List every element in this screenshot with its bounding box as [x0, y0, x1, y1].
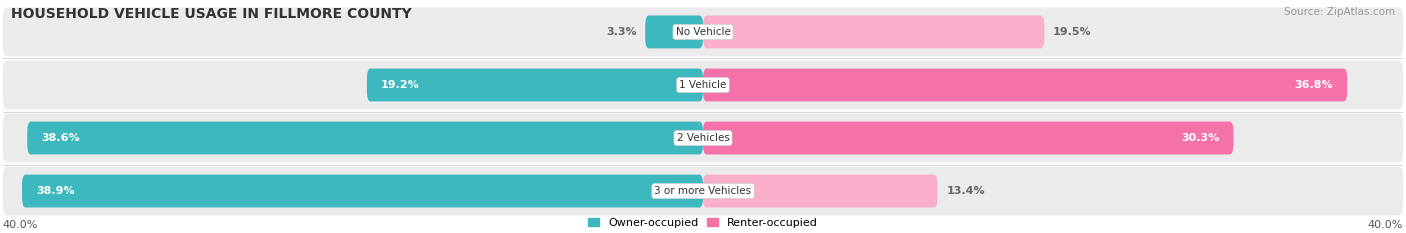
FancyBboxPatch shape	[367, 69, 703, 101]
FancyBboxPatch shape	[3, 61, 1403, 109]
FancyBboxPatch shape	[27, 122, 703, 154]
Text: HOUSEHOLD VEHICLE USAGE IN FILLMORE COUNTY: HOUSEHOLD VEHICLE USAGE IN FILLMORE COUN…	[11, 7, 412, 21]
Text: 3 or more Vehicles: 3 or more Vehicles	[654, 186, 752, 196]
Text: Source: ZipAtlas.com: Source: ZipAtlas.com	[1284, 7, 1395, 17]
Text: 1 Vehicle: 1 Vehicle	[679, 80, 727, 90]
Text: 30.3%: 30.3%	[1181, 133, 1219, 143]
FancyBboxPatch shape	[703, 16, 1045, 48]
FancyBboxPatch shape	[3, 7, 1403, 56]
Text: 38.9%: 38.9%	[37, 186, 75, 196]
Text: 13.4%: 13.4%	[946, 186, 986, 196]
FancyBboxPatch shape	[703, 175, 938, 208]
FancyBboxPatch shape	[3, 167, 1403, 216]
FancyBboxPatch shape	[703, 122, 1233, 154]
FancyBboxPatch shape	[645, 16, 703, 48]
Text: 3.3%: 3.3%	[606, 27, 637, 37]
Text: 2 Vehicles: 2 Vehicles	[676, 133, 730, 143]
Text: No Vehicle: No Vehicle	[675, 27, 731, 37]
Text: 19.2%: 19.2%	[381, 80, 419, 90]
FancyBboxPatch shape	[3, 114, 1403, 162]
Text: 40.0%: 40.0%	[1368, 220, 1403, 230]
Text: 19.5%: 19.5%	[1053, 27, 1091, 37]
Text: 38.6%: 38.6%	[41, 133, 80, 143]
Text: 36.8%: 36.8%	[1295, 80, 1333, 90]
FancyBboxPatch shape	[703, 69, 1347, 101]
FancyBboxPatch shape	[22, 175, 703, 208]
Legend: Owner-occupied, Renter-occupied: Owner-occupied, Renter-occupied	[583, 213, 823, 232]
Text: 40.0%: 40.0%	[3, 220, 38, 230]
